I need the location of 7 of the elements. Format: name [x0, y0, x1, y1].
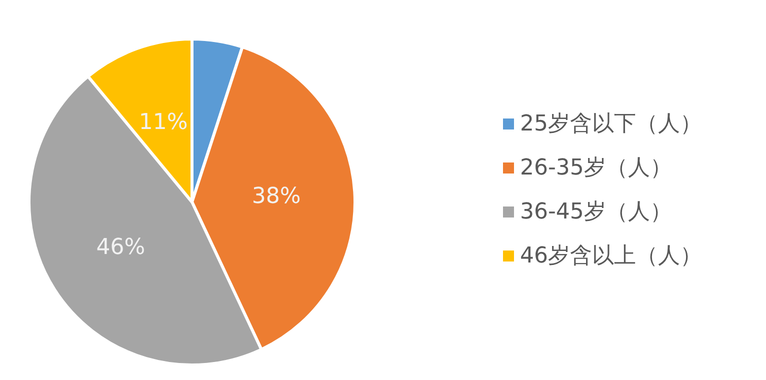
legend-label: 25岁含以下（人） [520, 112, 702, 136]
data-label: 46% [96, 234, 146, 260]
legend-label: 36-45岁（人） [520, 200, 672, 224]
data-label: 38% [252, 184, 301, 210]
data-label: 11% [138, 110, 188, 135]
legend-label: 46岁含以上（人） [520, 244, 702, 268]
legend-label: 26-35岁（人） [520, 156, 672, 180]
